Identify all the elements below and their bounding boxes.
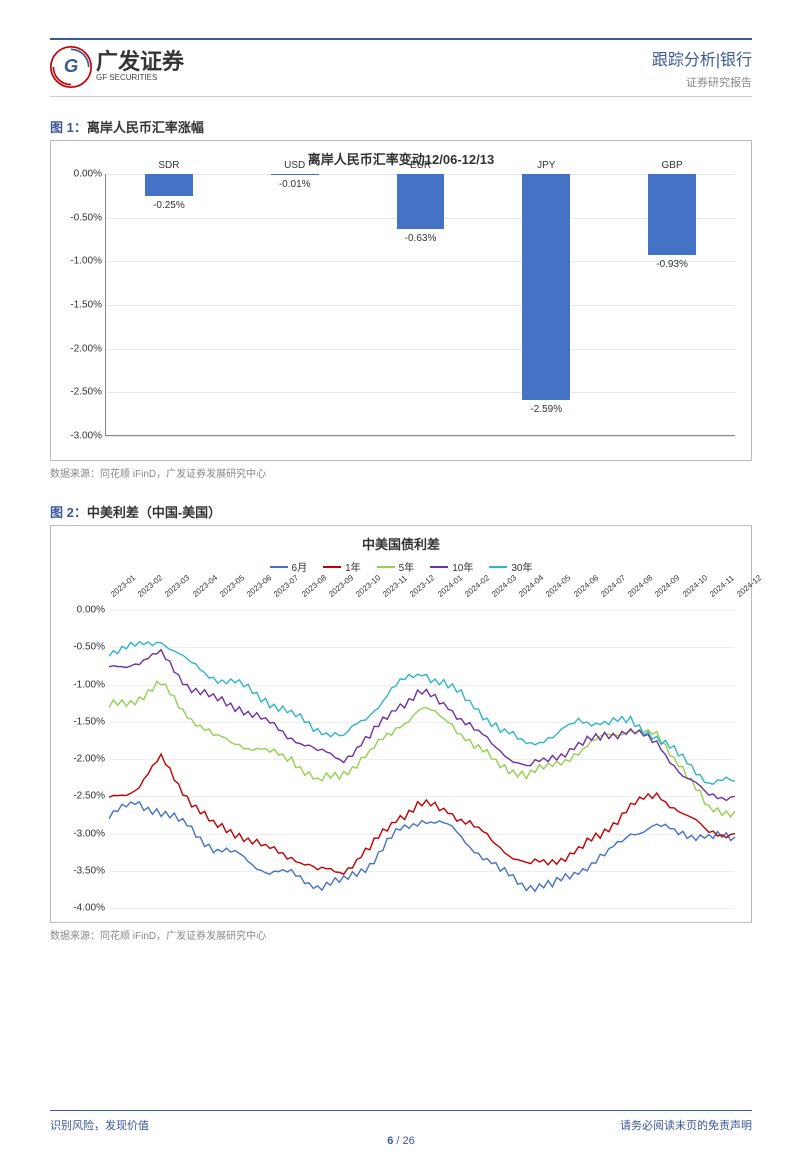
bar-value-label: -2.59%: [530, 404, 562, 415]
figure2-caption: 图 2：中美利差（中国-美国）: [50, 502, 752, 521]
line-series: [109, 681, 735, 817]
x-axis-label: 2024-01: [436, 573, 464, 599]
y-tick-label: -2.50%: [59, 791, 105, 802]
x-axis-label: EUR: [410, 160, 431, 451]
x-axis-label: 2024-03: [490, 573, 518, 599]
svg-text:G: G: [64, 55, 78, 76]
gf-logo-icon: G: [50, 46, 92, 88]
y-tick-label: 0.00%: [60, 169, 102, 180]
y-tick-label: -3.50%: [59, 865, 105, 876]
footer-right: 请务必阅读末页的免责声明: [620, 1117, 752, 1133]
x-axis-label: 2024-02: [463, 573, 491, 599]
page-number: 6 / 26: [50, 1135, 752, 1147]
y-tick-label: -4.00%: [59, 903, 105, 914]
y-tick-label: -1.50%: [60, 300, 102, 311]
line-series: [109, 754, 735, 874]
y-tick-label: -0.50%: [59, 642, 105, 653]
figure2-chart-box: 中美国债利差 6月1年5年10年30年 2023-012023-022023-0…: [50, 525, 752, 923]
footer-left: 识别风险，发现价值: [50, 1117, 149, 1133]
legend-item: 1年: [323, 559, 361, 574]
x-axis-label: 2023-01: [109, 573, 137, 599]
header-divider: [50, 96, 752, 97]
page-footer: 识别风险，发现价值 请务必阅读末页的免责声明 6 / 26: [50, 1110, 752, 1147]
x-axis-label: 2024-07: [599, 573, 627, 599]
legend-item: 30年: [489, 559, 532, 574]
figure2-chart-title: 中美国债利差: [59, 534, 743, 553]
figure1-source: 数据来源：同花顺 iFinD，广发证券发展研究中心: [50, 465, 752, 480]
y-tick-label: -0.50%: [60, 212, 102, 223]
x-axis-label: 2023-11: [381, 574, 409, 599]
figure2-title: 中美利差（中国-美国）: [87, 505, 221, 520]
y-tick-label: -1.00%: [59, 679, 105, 690]
x-axis-label: 2024-09: [653, 573, 681, 599]
legend-item: 5年: [377, 559, 415, 574]
x-axis-label: 2023-06: [245, 573, 273, 599]
y-tick-label: -2.00%: [59, 754, 105, 765]
x-axis-label: 2024-05: [544, 573, 572, 599]
x-axis-label: 2023-12: [408, 573, 436, 599]
line-series: [109, 650, 735, 801]
figure1-title: 离岸人民币汇率涨幅: [87, 120, 204, 135]
y-tick-label: -1.00%: [60, 256, 102, 267]
figure1-caption: 图 1：离岸人民币汇率涨幅: [50, 117, 752, 136]
x-axis-label: 2023-03: [163, 573, 191, 599]
figure2-prefix: 图 2：: [50, 505, 87, 520]
bar-value-label: -0.63%: [405, 233, 437, 244]
bar-value-label: -0.01%: [279, 179, 311, 190]
legend-item: 10年: [430, 559, 473, 574]
header-right: 跟踪分析|银行 证券研究报告: [652, 46, 752, 90]
logo-text-cn: 广发证券: [96, 51, 184, 73]
x-axis-label: USD: [284, 160, 305, 451]
header-title: 跟踪分析|银行: [652, 46, 752, 70]
legend-item: 6月: [270, 559, 308, 574]
y-tick-label: -3.00%: [60, 431, 102, 442]
x-axis-label: 2024-10: [681, 573, 709, 599]
x-axis-label: 2024-08: [626, 573, 654, 599]
x-axis-label: 2023-08: [300, 573, 328, 599]
header-subtitle: 证券研究报告: [652, 74, 752, 90]
line-series: [109, 802, 735, 892]
y-tick-label: -1.50%: [59, 716, 105, 727]
x-axis-label: 2023-02: [136, 573, 164, 599]
page-header: G 广发证券 GF SECURITIES 跟踪分析|银行 证券研究报告: [50, 46, 752, 90]
figure1-chart-box: 离岸人民币汇率变动12/06-12/13 0.00%-0.50%-1.00%-1…: [50, 140, 752, 461]
x-axis-label: 2023-07: [272, 573, 300, 599]
x-axis-label: 2024-04: [517, 573, 545, 599]
x-axis-label: 2023-10: [354, 573, 382, 599]
x-axis-label: 2024-12: [735, 573, 763, 599]
x-axis-label: GBP: [662, 160, 683, 451]
bar-value-label: -0.93%: [656, 259, 688, 270]
x-axis-label: 2023-05: [218, 573, 246, 599]
line-chart: 2023-012023-022023-032023-042023-052023-…: [59, 576, 743, 916]
figure2-source: 数据来源：同花顺 iFinD，广发证券发展研究中心: [50, 927, 752, 942]
line-legend: 6月 1年 5年 10年 30年: [59, 559, 743, 574]
main-content: 图 1：离岸人民币汇率涨幅 离岸人民币汇率变动12/06-12/13 0.00%…: [50, 117, 752, 942]
logo-block: G 广发证券 GF SECURITIES: [50, 46, 184, 88]
x-axis-label: 2023-04: [191, 573, 219, 599]
x-axis-label: 2024-11: [708, 574, 736, 599]
top-border: [50, 38, 752, 40]
y-tick-label: -2.00%: [60, 343, 102, 354]
logo-text-en: GF SECURITIES: [96, 73, 184, 83]
y-tick-label: 0.00%: [59, 605, 105, 616]
bar-chart: 0.00%-0.50%-1.00%-1.50%-2.00%-2.50%-3.00…: [59, 174, 743, 454]
figure1-prefix: 图 1：: [50, 120, 87, 135]
x-axis-label: 2023-09: [327, 573, 355, 599]
bar-value-label: -0.25%: [153, 200, 185, 211]
y-tick-label: -3.00%: [59, 828, 105, 839]
x-axis-label: 2024-06: [572, 573, 600, 599]
y-tick-label: -2.50%: [60, 387, 102, 398]
line-series: [109, 642, 735, 785]
